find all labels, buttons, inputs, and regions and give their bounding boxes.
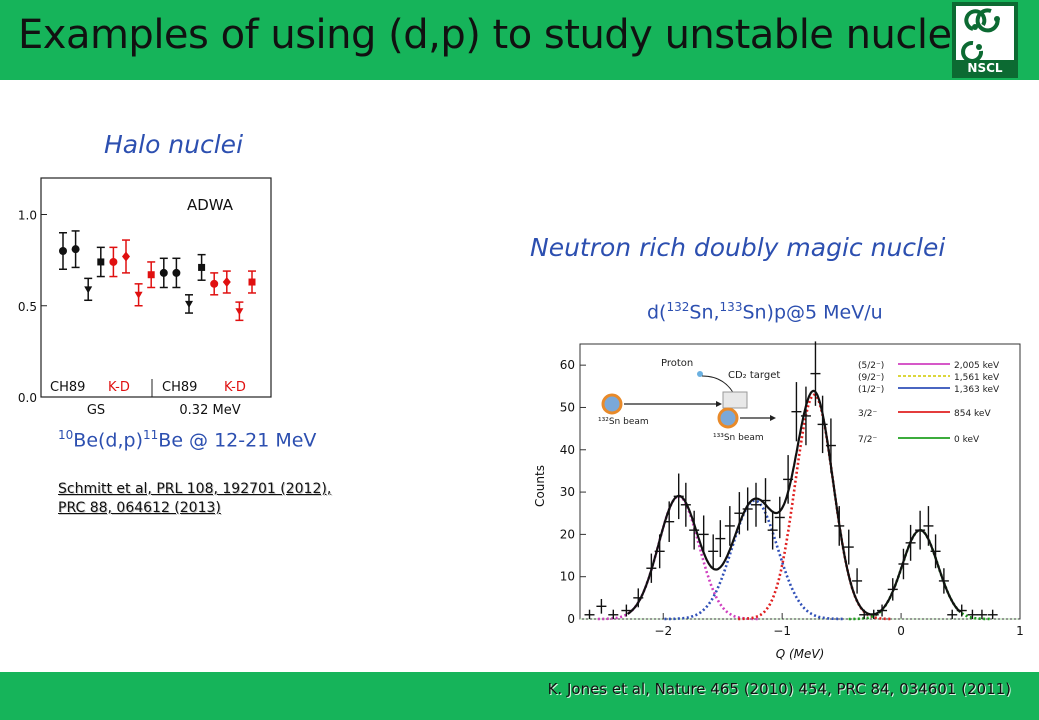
halo-point	[97, 258, 105, 266]
halo-point	[198, 263, 206, 271]
halo-point	[172, 268, 181, 277]
sn-ytick-label: 60	[560, 358, 575, 372]
logo-text: NSCL	[967, 61, 1002, 75]
halo-point	[248, 278, 256, 286]
halo-annotation: ADWA	[187, 196, 234, 214]
halo-ref-line2[interactable]: PRC 88, 064612 (2013)	[58, 500, 221, 516]
halo-plot-frame	[40, 177, 272, 398]
diagram-label-sn133: ¹³³Sn beam	[713, 433, 764, 443]
magic-heading: Neutron rich doubly magic nuclei	[530, 233, 946, 262]
sn-xtick-label: −2	[654, 624, 672, 638]
halo-chart: ADWA 1.0 0.5 0.0 CH89 K-D CH89 K-D GS 0.32 MeV	[14, 172, 276, 426]
diagram-label-target: CD₂ target	[728, 370, 780, 381]
halo-reaction: 10Be(d,p)11Be @ 12-21 MeV	[58, 428, 317, 452]
sn-xtick-label: −1	[773, 624, 791, 638]
halo-group-label: K-D	[224, 380, 246, 395]
halo-ytick-label: 0.5	[18, 300, 37, 314]
sn-xtick-label: 1	[1016, 624, 1024, 638]
halo-group-label: K-D	[108, 380, 130, 395]
halo-ytick-label: 0.0	[18, 391, 37, 405]
halo-group-label: CH89	[162, 380, 197, 395]
halo-heading: Halo nuclei	[104, 130, 244, 159]
sn-ytick-label: 0	[567, 612, 575, 626]
sn-legend-energy: 1,561 keV	[954, 373, 1000, 383]
magic-reaction: d(132Sn,133Sn)p@5 MeV/u	[647, 300, 883, 324]
sn-ytick-label: 40	[560, 443, 575, 457]
sn-peak-curve	[597, 494, 760, 621]
halo-point	[59, 247, 67, 255]
slide-title: Examples of using (d,p) to study unstabl…	[18, 12, 963, 58]
sn-spectrum-chart: 0 10 20 30 40 50 60 −2 −1 0 1 Proton CD₂ target ¹³…	[530, 336, 1030, 670]
halo-ytick-label: 1.0	[18, 209, 37, 223]
halo-point	[71, 245, 80, 254]
sn-legend-label: (9/2⁻)	[858, 373, 884, 383]
sn-total-fit	[626, 389, 962, 616]
halo-point	[222, 277, 231, 288]
sn-legend-label: (1/2⁻)	[858, 385, 884, 395]
target-icon	[722, 391, 748, 409]
halo-point	[109, 257, 118, 266]
halo-point	[84, 286, 93, 294]
sn-peak-curve	[738, 393, 891, 621]
halo-point	[235, 308, 244, 316]
sn-spectrum-svg: 0 10 20 30 40 50 60 −2 −1 0 1 Proton CD₂ target ¹³…	[533, 341, 1024, 661]
footer-bar: K. Jones et al, Nature 465 (2010) 454, P…	[0, 672, 1039, 720]
nscl-logo-icon: NSCL	[953, 3, 1017, 77]
title-bar: Examples of using (d,p) to study unstabl…	[0, 0, 1039, 80]
sn133-nucleus-icon	[717, 407, 739, 429]
halo-group-label: CH89	[50, 380, 85, 395]
sn-ytick-label: 30	[560, 485, 575, 499]
halo-reference[interactable]: Schmitt et al, PRL 108, 192701 (2012), P…	[58, 480, 331, 518]
halo-point	[159, 268, 168, 277]
sn132-nucleus-icon	[601, 393, 623, 415]
sn-legend-label: 7/2⁻	[858, 435, 877, 445]
halo-point	[134, 291, 143, 299]
sn-legend-energy: 854 keV	[954, 409, 991, 419]
sn-legend-label: (5/2⁻)	[858, 361, 884, 371]
footer-reference: K. Jones et al, Nature 465 (2010) 454, P…	[547, 680, 1011, 698]
sn-ytick-label: 10	[560, 570, 575, 584]
sn-ytick-label: 20	[560, 527, 575, 541]
nscl-logo: NSCL	[952, 2, 1018, 78]
halo-category-label: 0.32 MeV	[179, 403, 240, 418]
halo-point	[147, 271, 155, 279]
diagram-label-proton: Proton	[661, 358, 693, 369]
halo-point	[210, 279, 219, 288]
halo-spectroscopic-chart: ADWA 1.00.50.0 CH89 K-D CH89 K-DGS 0.32 MeV	[18, 177, 272, 418]
halo-point	[185, 300, 193, 308]
sn-xtick-label: 0	[897, 624, 905, 638]
sn-legend-energy: 1,363 keV	[954, 385, 1000, 395]
proton-icon	[697, 371, 703, 377]
halo-category-label: GS	[87, 403, 105, 418]
sn-ylabel: Counts	[533, 465, 547, 507]
sn-peak-curve	[664, 499, 846, 621]
diagram-label-sn132: ¹³²Sn beam	[598, 417, 649, 427]
reaction-diagram: Proton CD₂ target ¹³²Sn beam ¹³³Sn beam	[598, 358, 780, 443]
sn-plot-frame	[579, 343, 1021, 620]
sn-peak-curve	[848, 528, 992, 621]
sn-legend-energy: 0 keV	[954, 435, 980, 445]
sn-xlabel: Q (MeV)	[776, 647, 825, 661]
sn-legend-label: 3/2⁻	[858, 409, 877, 419]
halo-ref-line1[interactable]: Schmitt et al, PRL 108, 192701 (2012),	[58, 481, 332, 497]
sn-ytick-label: 50	[560, 400, 575, 414]
halo-point	[122, 251, 130, 262]
sn-legend-energy: 2,005 keV	[954, 361, 1000, 371]
